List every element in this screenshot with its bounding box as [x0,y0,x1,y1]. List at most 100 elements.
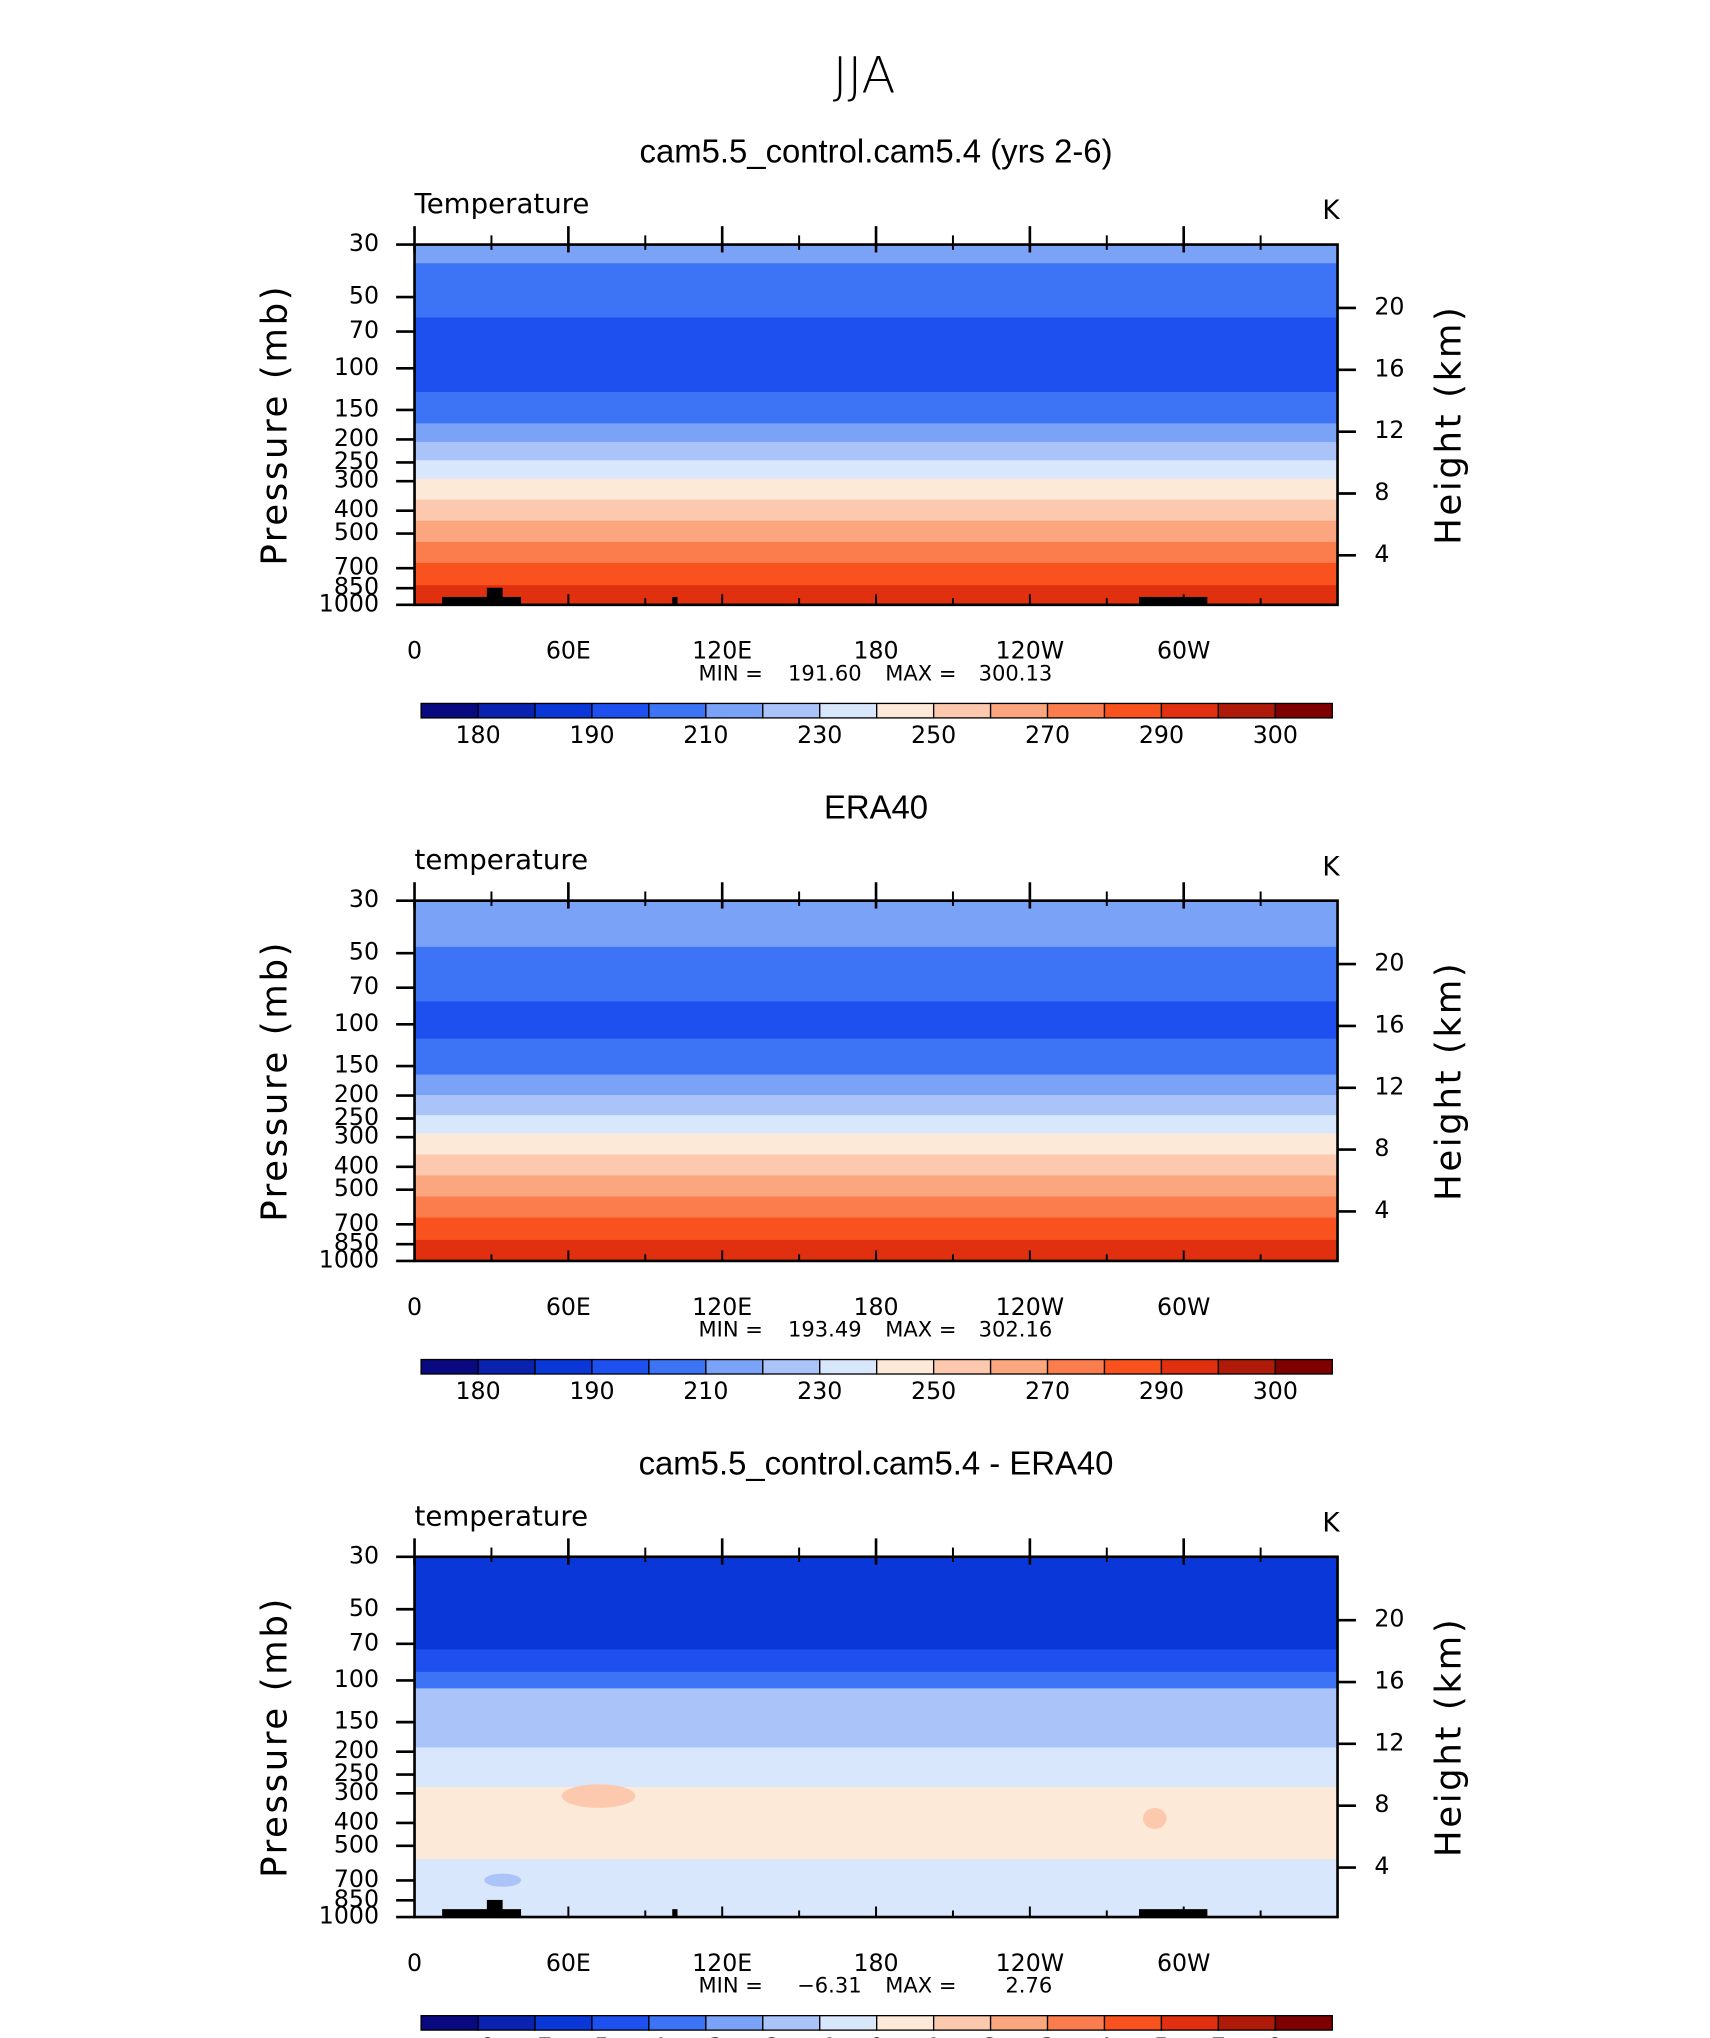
topography [486,587,503,599]
topography [486,1899,503,1911]
y-tick-label: 100 [334,1009,379,1037]
colorbar-label: 210 [683,721,728,749]
colorbar-label: 190 [569,721,614,749]
y-tick-label: 50 [349,282,379,310]
y2-tick-label: 16 [1374,354,1404,382]
colorbar-label: −5 [575,2033,610,2038]
y-axis-label: Pressure (mb) [254,940,295,1222]
x-tick-label: 60E [546,1949,591,1977]
topography [672,1909,678,1918]
y2-tick-label: 12 [1374,416,1404,444]
min-text: MIN = [699,1973,763,1998]
colorbar-box [1160,2014,1220,2031]
variable-label: Temperature [414,187,590,220]
x-tick-label: 60E [546,1293,591,1321]
colorbar-label: 3 [1040,2033,1055,2038]
contour-band [414,499,1338,522]
contour-band [414,1115,1338,1135]
contour-band [414,1217,1338,1241]
y-tick-label: 300 [334,466,379,494]
colorbar-box [1046,2014,1106,2031]
x-tick-label: 180 [853,1949,898,1977]
y-tick-label: 150 [334,394,379,422]
colorbar-label: 4 [1097,2033,1112,2038]
colorbar-box [1274,2014,1333,2031]
colorbar-box [932,1358,992,1375]
y-tick-label: 700 [334,1209,379,1237]
x-tick-label: 120E [692,637,752,665]
y2-tick-label: 8 [1374,478,1389,506]
x-tick-label: 120W [996,1293,1065,1321]
colorbar-box [819,1358,878,1375]
y-tick-label: 500 [334,518,379,546]
contour-band [414,562,1338,586]
y-tick-label: 70 [349,972,379,1000]
x-tick-label: 180 [853,637,898,665]
y2-tick-label: 12 [1374,1072,1404,1100]
max-value: 300.13 [979,661,1053,686]
colorbar-label: 180 [455,1377,500,1405]
anomaly-blob [561,1784,636,1808]
colorbar-box [420,702,479,719]
y-tick-label: 150 [334,1051,379,1079]
colorbar-label: −2 [745,2033,780,2038]
colorbar-box [591,1358,650,1375]
topography [442,1909,522,1918]
contour-band [414,1038,1338,1076]
x-tick-label: 120E [692,1293,752,1321]
colorbar-box [1217,702,1276,719]
y-tick-label: 850 [334,1885,379,1913]
x-tick-label: 60W [1157,637,1211,665]
y-tick-label: 400 [334,1151,379,1179]
y-tick-label: 300 [334,1122,379,1150]
colorbar-label: 300 [1253,1377,1298,1405]
colorbar-box [1103,1358,1163,1375]
colorbar-box [989,2014,1049,2031]
anomaly-blob [484,1873,522,1887]
x-tick-label: 60W [1157,1293,1211,1321]
colorbar-label: 7 [1211,2033,1226,2038]
y2-tick-label: 12 [1374,1728,1404,1756]
y-tick-label: 30 [349,229,379,257]
y-tick-label: 500 [334,1830,379,1858]
colorbar-box [1103,2014,1163,2031]
y-tick-label: 1000 [319,589,379,617]
x-tick-label: 180 [853,1293,898,1321]
panel-title: cam5.5_control.cam5.4 - ERA40 [639,1445,1114,1482]
contour-band [414,1095,1338,1116]
colorbar-box [477,702,536,719]
x-tick-label: 120E [692,1949,752,1977]
colorbar-label: 190 [569,1377,614,1405]
min-text: MIN = [699,661,763,686]
figure-title: JJA [833,46,896,104]
y2-tick-label: 16 [1374,1010,1404,1038]
y-tick-label: 400 [334,495,379,523]
colorbar-box [648,1358,707,1375]
colorbar-label: 210 [683,1377,728,1405]
y-tick-label: 250 [334,447,379,475]
colorbar-label: 230 [797,1377,842,1405]
x-tick-label: 0 [407,637,422,665]
y2-tick-label: 20 [1374,1605,1404,1633]
contour-band [414,460,1338,480]
colorbar-box [1103,702,1163,719]
colorbar-box [1274,702,1333,719]
topography [1139,1909,1208,1918]
colorbar-label: −7 [518,2033,553,2038]
y-tick-label: 100 [334,353,379,381]
colorbar-label: 9 [1268,2033,1283,2038]
x-tick-label: 0 [407,1949,422,1977]
x-tick-label: 60E [546,637,591,665]
contour-band [414,541,1338,564]
y2-tick-label: 16 [1374,1667,1404,1695]
y-tick-label: 400 [334,1807,379,1835]
anomaly-blob [1142,1807,1167,1829]
contour-band [414,520,1338,543]
colorbar-label: 2 [983,2033,998,2038]
y-tick-label: 850 [334,573,379,601]
y2-tick-label: 8 [1374,1134,1389,1162]
contour-band [414,392,1338,425]
contour-band [414,1556,1338,1651]
colorbar-box [762,2014,821,2031]
